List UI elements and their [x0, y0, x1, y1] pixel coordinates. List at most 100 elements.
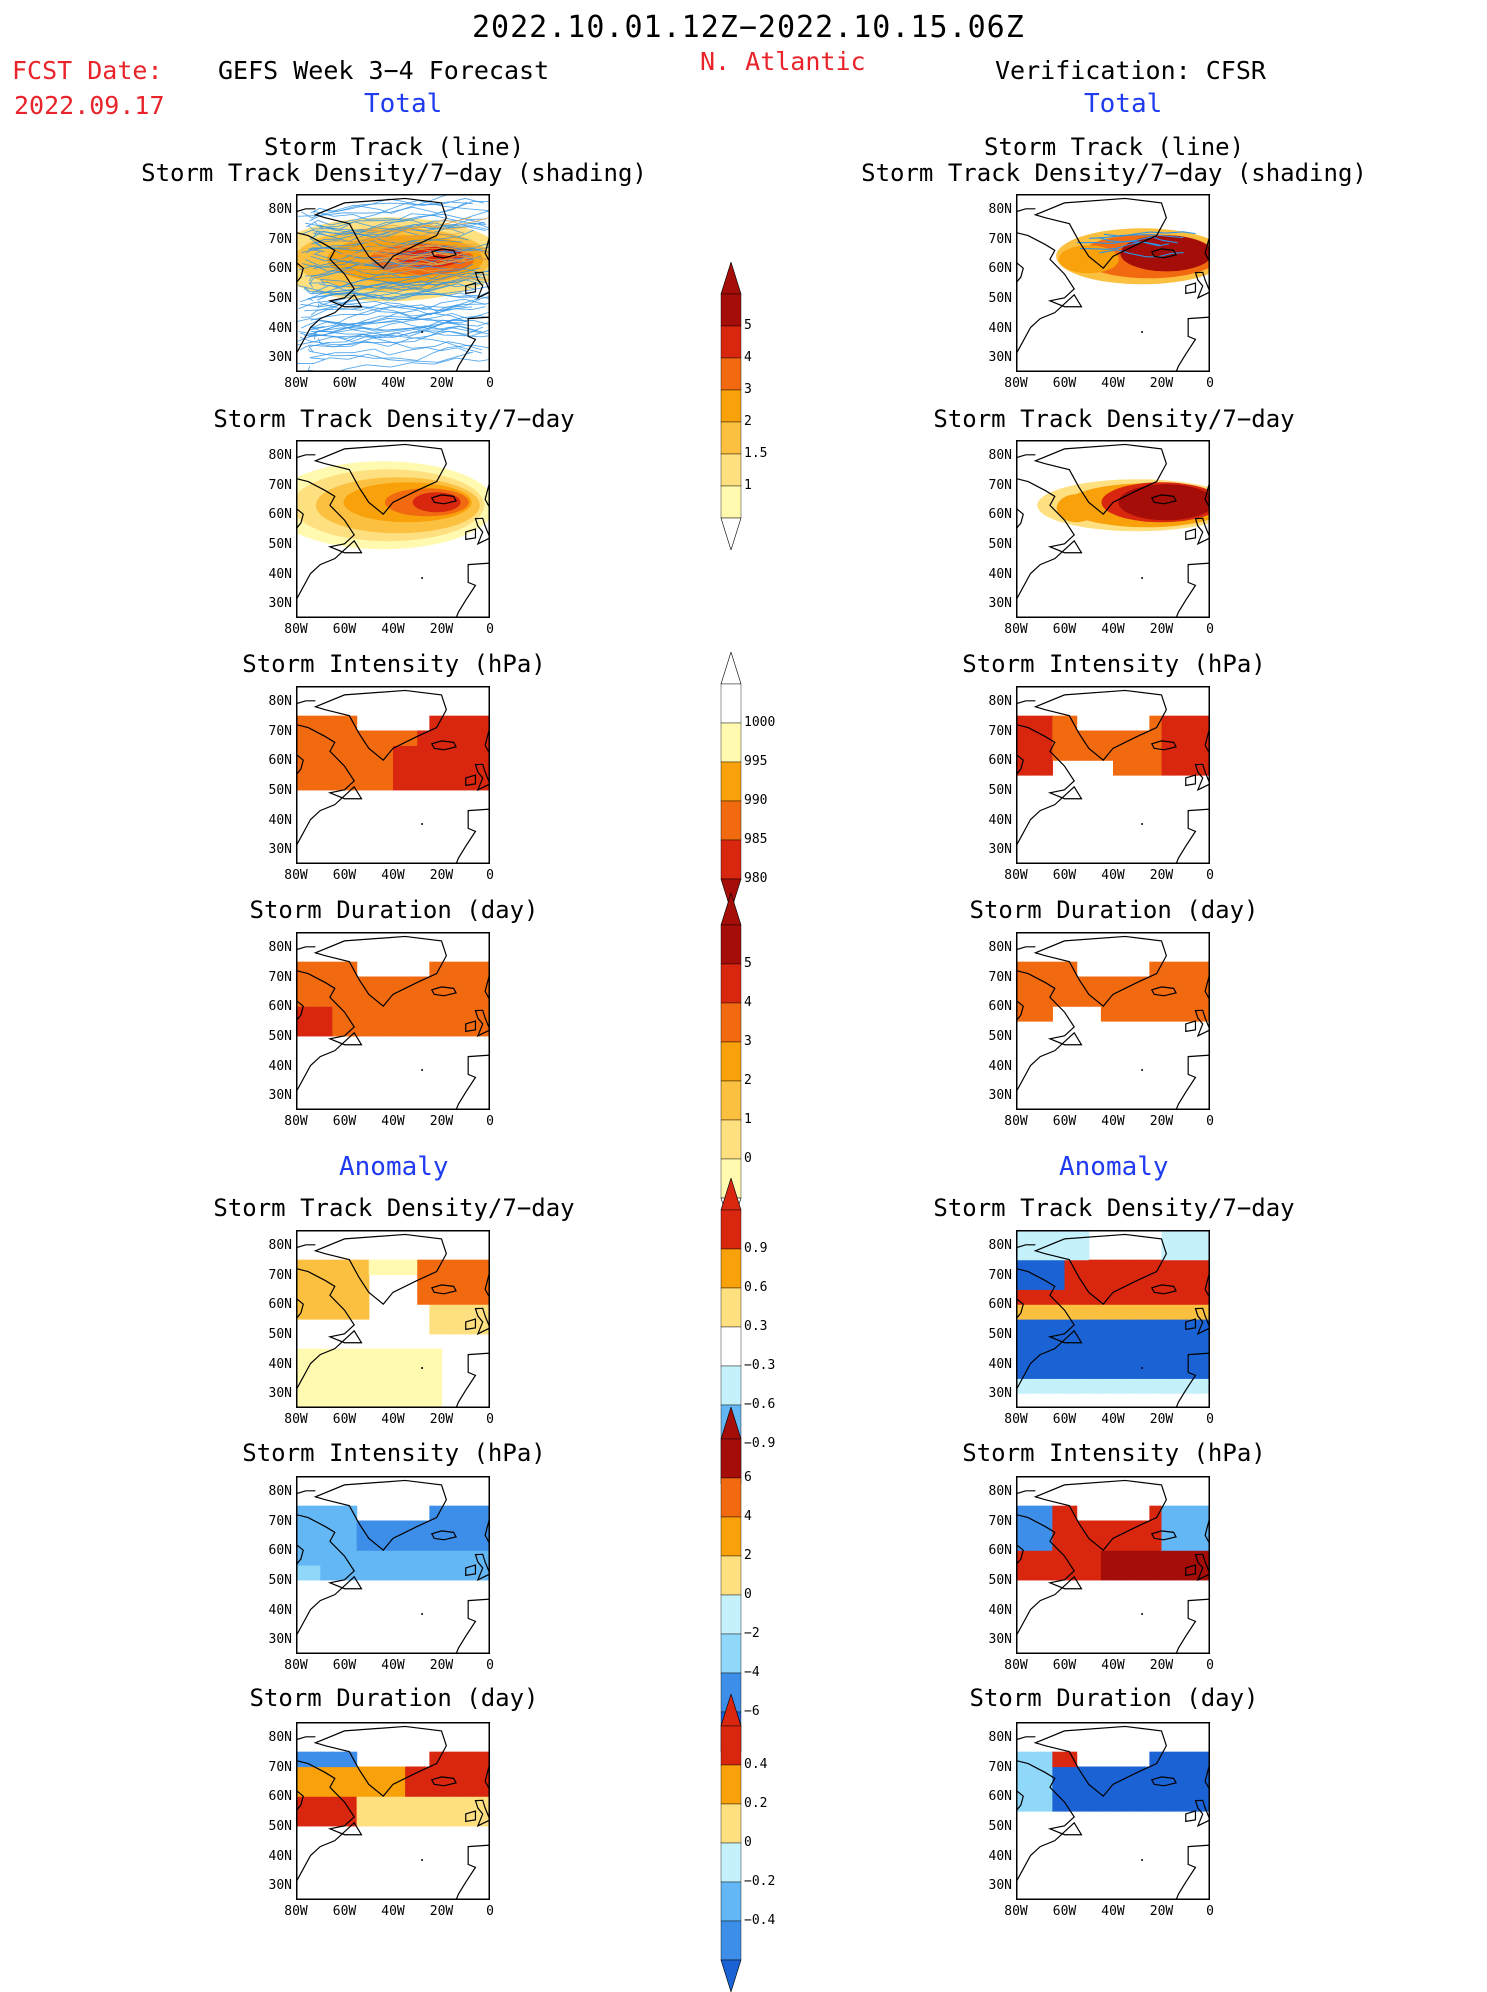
verification-title: Verification: CFSR [995, 56, 1266, 85]
colorbar-tick-label: 2 [744, 414, 752, 429]
lat-tick-label: 50N [268, 290, 292, 306]
lon-tick-label: 20W [1149, 1658, 1174, 1673]
lat-tick-label: 70N [268, 723, 292, 739]
colorbar-tick-label: 995 [744, 754, 768, 769]
map-panel [296, 1722, 490, 1900]
lon-tick-label: 80W [284, 1412, 308, 1427]
lat-tick-label: 60N [268, 261, 292, 277]
lon-tick-label: 40W [381, 1658, 405, 1673]
colorbar-tick-label: 4 [744, 350, 752, 365]
lat-tick-label: 80N [988, 447, 1012, 463]
map-panel [1016, 1722, 1210, 1900]
map-panel [1016, 194, 1210, 372]
lon-tick-label: 80W [1004, 1114, 1028, 1129]
lat-tick-label: 70N [988, 477, 1012, 493]
lat-tick-label: 50N [268, 1326, 292, 1342]
lat-tick-label: 50N [988, 1818, 1012, 1834]
lon-tick-label: 0 [1206, 868, 1214, 883]
colorbar-tick-label: −0.2 [744, 1874, 776, 1889]
lat-tick-label: 70N [268, 477, 292, 493]
lat-tick-label: 30N [988, 1088, 1012, 1104]
lon-tick-label: 0 [1206, 1114, 1214, 1129]
colorbar-tick-label: 0.2 [744, 1796, 768, 1811]
lat-tick-label: 40N [268, 566, 292, 582]
lon-tick-label: 60W [1052, 1904, 1077, 1919]
lon-tick-label: 80W [284, 376, 308, 391]
lon-tick-label: 20W [429, 1114, 454, 1129]
lat-tick-label: 80N [268, 1237, 292, 1253]
lon-tick-label: 80W [1004, 1412, 1028, 1427]
lat-tick-label: 50N [988, 290, 1012, 306]
lon-tick-label: 0 [486, 868, 494, 883]
lon-tick-label: 40W [1101, 376, 1125, 391]
fcst-date-value: 2022.09.17 [14, 91, 165, 120]
lon-tick-label: 80W [284, 868, 308, 883]
colorbar-tick-label: −0.6 [744, 1397, 776, 1412]
colorbar-tick-label: 0 [744, 1151, 752, 1166]
lat-tick-label: 50N [988, 1326, 1012, 1342]
lon-tick-label: 0 [1206, 376, 1214, 391]
lat-tick-label: 30N [268, 596, 292, 612]
colorbar-tick-label: 3 [744, 382, 752, 397]
lat-tick-label: 30N [268, 1386, 292, 1402]
duration-anom-title-left: Storm Duration (day) [249, 1684, 539, 1712]
density-anom-title-right: Storm Track Density/7−day [933, 1194, 1295, 1222]
lon-tick-label: 60W [332, 1904, 357, 1919]
lat-tick-label: 80N [988, 693, 1012, 709]
lon-tick-label: 20W [1149, 1904, 1174, 1919]
lat-tick-label: 50N [988, 782, 1012, 798]
lon-tick-label: 40W [1101, 1412, 1125, 1427]
lat-tick-label: 70N [268, 1759, 292, 1775]
lat-tick-label: 80N [268, 939, 292, 955]
lon-tick-label: 60W [1052, 868, 1077, 883]
lat-tick-label: 60N [268, 1789, 292, 1805]
colorbar-tick-label: −0.4 [744, 1913, 776, 1928]
lon-tick-label: 0 [1206, 1412, 1214, 1427]
lat-tick-label: 40N [988, 1058, 1012, 1074]
lat-tick-label: 40N [268, 1356, 292, 1372]
colorbar-tick-label: 3 [744, 1034, 752, 1049]
colorbar-tick-label: 2 [744, 1548, 752, 1563]
lon-tick-label: 20W [1149, 376, 1174, 391]
lon-tick-label: 80W [284, 1114, 308, 1129]
lat-tick-label: 60N [988, 753, 1012, 769]
lat-tick-label: 30N [268, 350, 292, 366]
colorbar-tick-label: 4 [744, 995, 752, 1010]
lon-tick-label: 40W [1101, 622, 1125, 637]
lat-tick-label: 30N [988, 350, 1012, 366]
colorbar-tick-label: 1.5 [744, 446, 768, 461]
lon-tick-label: 0 [486, 1114, 494, 1129]
lon-tick-label: 80W [1004, 868, 1028, 883]
lat-tick-label: 30N [988, 1386, 1012, 1402]
lon-tick-label: 80W [284, 622, 308, 637]
lon-tick-label: 20W [1149, 1114, 1174, 1129]
colorbar-tick-label: −0.3 [744, 1358, 776, 1373]
lat-tick-label: 80N [268, 201, 292, 217]
lon-tick-label: 60W [1052, 376, 1077, 391]
colorbar-tick-label: −4 [744, 1665, 760, 1680]
lon-tick-label: 40W [381, 1412, 405, 1427]
lon-tick-label: 40W [381, 622, 405, 637]
colorbar-tick-label: 985 [744, 832, 768, 847]
lat-tick-label: 30N [988, 842, 1012, 858]
colorbar-duration_anom [720, 1694, 742, 1992]
density-anom-title-left: Storm Track Density/7−day [213, 1194, 575, 1222]
lon-tick-label: 40W [1101, 1114, 1125, 1129]
colorbar-tick-label: 0.9 [744, 1241, 768, 1256]
lon-tick-label: 80W [1004, 1658, 1028, 1673]
colorbar-tick-label: 4 [744, 1509, 752, 1524]
total-label-right: Total [1084, 89, 1163, 119]
lat-tick-label: 50N [988, 1028, 1012, 1044]
map-panel [1016, 1476, 1210, 1654]
colorbar-tick-label: −0.9 [744, 1436, 776, 1451]
lon-tick-label: 80W [1004, 1904, 1028, 1919]
lat-tick-label: 60N [268, 753, 292, 769]
colorbar-tick-label: 6 [744, 1470, 752, 1485]
lat-tick-label: 30N [988, 596, 1012, 612]
lat-tick-label: 60N [988, 1789, 1012, 1805]
duration-anom-title-right: Storm Duration (day) [969, 1684, 1259, 1712]
lon-tick-label: 60W [332, 868, 357, 883]
lon-tick-label: 60W [332, 1412, 357, 1427]
lat-tick-label: 50N [268, 536, 292, 552]
intensity-anom-title-right: Storm Intensity (hPa) [962, 1439, 1266, 1467]
